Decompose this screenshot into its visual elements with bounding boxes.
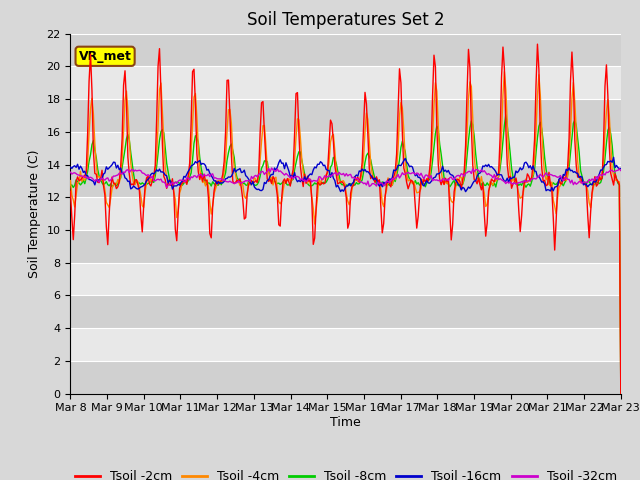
Bar — [70, 197, 621, 230]
X-axis label: Time: Time — [330, 416, 361, 429]
Bar — [70, 361, 621, 394]
Text: VR_met: VR_met — [79, 50, 132, 63]
Legend: Tsoil -2cm, Tsoil -4cm, Tsoil -8cm, Tsoil -16cm, Tsoil -32cm: Tsoil -2cm, Tsoil -4cm, Tsoil -8cm, Tsoi… — [70, 465, 621, 480]
Bar — [70, 165, 621, 197]
Bar — [70, 263, 621, 295]
Y-axis label: Soil Temperature (C): Soil Temperature (C) — [28, 149, 41, 278]
Bar — [70, 295, 621, 328]
Bar — [70, 230, 621, 263]
Bar — [70, 66, 621, 99]
Bar — [70, 99, 621, 132]
Bar — [70, 328, 621, 361]
Bar — [70, 34, 621, 66]
Bar — [70, 132, 621, 165]
Title: Soil Temperatures Set 2: Soil Temperatures Set 2 — [247, 11, 444, 29]
